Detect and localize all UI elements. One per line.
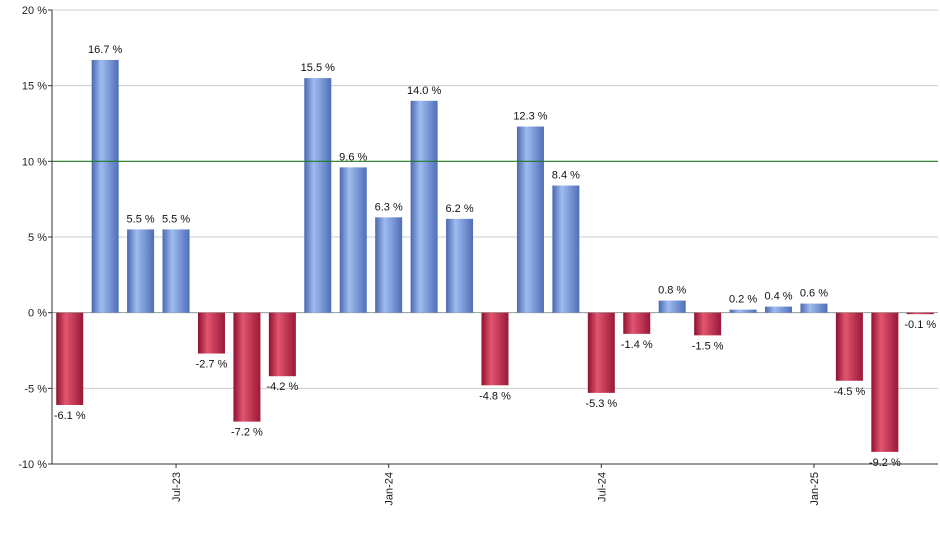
labels: -10 % -5 % 0 % 5 % 10 % 15 % 20 % -6.1 % 16.7 % 5… [18, 5, 936, 506]
bar-value-label: -4.5 % [834, 386, 866, 398]
bar-value-label: -5.3 % [585, 398, 617, 410]
bar-value-label: -6.1 % [54, 410, 86, 422]
bar [446, 218, 474, 313]
bar-value-label: 8.4 % [552, 170, 580, 182]
bar-value-label: -1.5 % [692, 340, 724, 352]
y-tick-label: 10 % [22, 156, 47, 168]
bar-value-label: -0.1 % [904, 319, 936, 331]
bar [906, 312, 934, 315]
y-tick-label: 5 % [28, 232, 47, 244]
y-tick-label: 0 % [28, 308, 47, 320]
bar-value-label: 0.8 % [658, 285, 686, 297]
bar [339, 167, 367, 313]
bar [729, 309, 757, 313]
bar-value-label: 0.4 % [764, 291, 792, 303]
bar [91, 59, 119, 313]
x-tick-label: Jan-25 [809, 472, 821, 506]
y-tick-label: -5 % [24, 383, 47, 395]
bar [127, 229, 155, 313]
bar-value-label: 6.2 % [445, 203, 473, 215]
bar [268, 312, 296, 377]
x-tick-label: Jan-24 [384, 472, 396, 506]
bar-value-label: 15.5 % [301, 62, 335, 74]
bar [658, 300, 686, 313]
bar [765, 306, 793, 313]
bar [587, 312, 615, 393]
bar-value-label: -1.4 % [621, 339, 653, 351]
x-tick-label: Jul-24 [596, 472, 608, 502]
bar-value-label: 9.6 % [339, 151, 367, 163]
bar-value-label: 16.7 % [88, 44, 122, 56]
bar [197, 312, 225, 354]
bar-value-label: -9.2 % [869, 457, 901, 469]
bar [56, 312, 84, 405]
bar-value-label: 0.2 % [729, 294, 757, 306]
bar-value-label: -4.2 % [266, 381, 298, 393]
bar [516, 126, 544, 313]
bar [375, 217, 403, 313]
bar [304, 78, 332, 313]
bar [481, 312, 509, 386]
bar [552, 185, 580, 313]
bar [233, 312, 261, 422]
bar-value-label: -7.2 % [231, 427, 263, 439]
bar [410, 100, 438, 313]
y-tick-label: 15 % [22, 81, 47, 93]
axes [48, 9, 938, 468]
bar-value-label: 14.0 % [407, 85, 441, 97]
bar-value-label: -4.8 % [479, 390, 511, 402]
bar [623, 312, 651, 334]
y-tick-label: -10 % [18, 459, 47, 471]
bar [694, 312, 722, 336]
bar [835, 312, 863, 381]
bar-value-label: 12.3 % [513, 111, 547, 123]
bar-value-label: 5.5 % [127, 213, 155, 225]
bar [871, 312, 899, 452]
bars [56, 59, 934, 452]
bar [800, 303, 828, 313]
bar [162, 229, 190, 313]
bar-value-label: 5.5 % [162, 213, 190, 225]
bar-value-label: -2.7 % [196, 359, 228, 371]
bar-value-label: 0.6 % [800, 288, 828, 300]
bar-value-label: 6.3 % [375, 201, 403, 213]
y-tick-label: 20 % [22, 5, 47, 17]
x-tick-label: Jul-23 [171, 472, 183, 502]
